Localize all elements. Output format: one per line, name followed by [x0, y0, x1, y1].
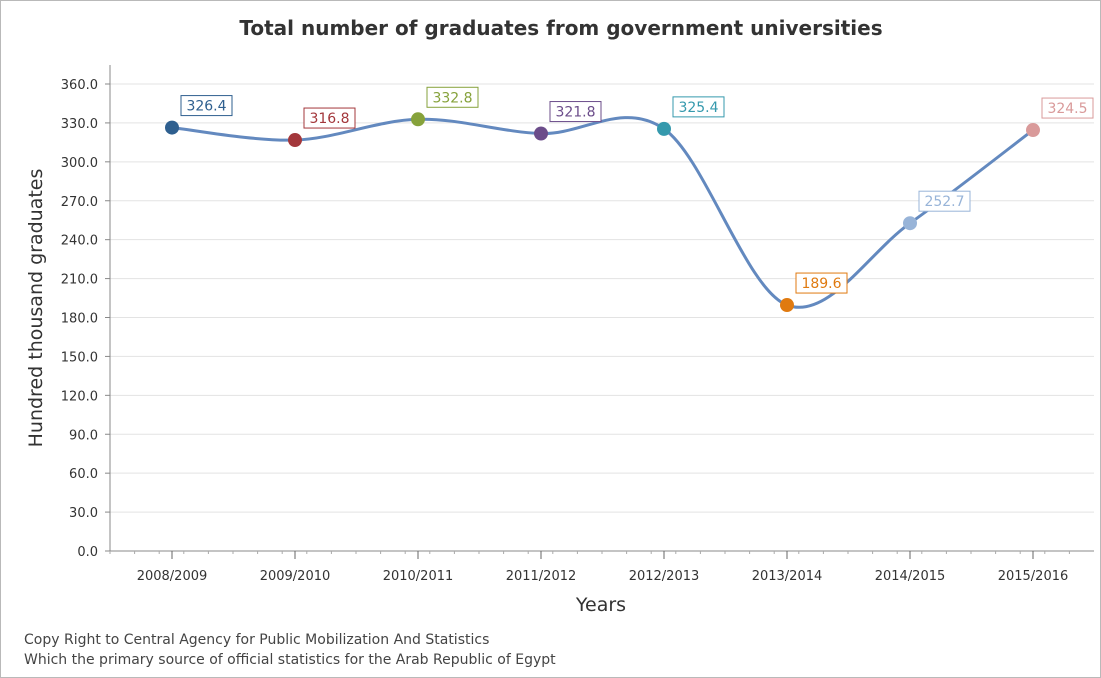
- data-point: [534, 126, 548, 141]
- x-tick-labels: 2008/2009 2009/2010 2010/2011 2011/2012 2012…: [137, 569, 1069, 584]
- data-label: 332.8: [432, 90, 472, 106]
- data-point: [657, 121, 671, 136]
- footer-source: Which the primary source of official sta…: [24, 652, 556, 668]
- data-label-box: [1041, 97, 1094, 119]
- grid-lines: [110, 83, 1094, 513]
- y-tick-labels: 0.0 30.0 60.0 90.0 120.0 150.0 180.0 210.0 240.0…: [61, 78, 98, 560]
- data-label-box: [795, 272, 848, 294]
- data-label: 321.8: [555, 105, 595, 121]
- data-label: 189.6: [801, 276, 841, 292]
- data-point: [411, 112, 425, 127]
- data-point: [903, 216, 917, 231]
- data-label-box: [918, 190, 971, 212]
- data-points: [165, 112, 1040, 313]
- y-tick-label: 270.0: [61, 195, 98, 210]
- x-axis-title: Years: [575, 594, 626, 616]
- y-tick-label: 0.0: [77, 545, 98, 560]
- x-tick-label: 2009/2010: [260, 569, 331, 584]
- footer-copyright: Copy Right to Central Agency for Public …: [24, 632, 490, 648]
- axes: [105, 65, 1094, 559]
- data-labels: 326.4 316.8 332.8 321.8 325.4 189.6 252.7 324.5: [180, 86, 1094, 294]
- data-point: [1026, 123, 1040, 138]
- y-tick-label: 120.0: [61, 389, 98, 404]
- x-tick-label: 2014/2015: [875, 569, 946, 584]
- data-label: 325.4: [678, 100, 718, 116]
- data-point: [780, 298, 794, 313]
- data-label: 326.4: [186, 99, 226, 115]
- x-tick-label: 2015/2016: [998, 569, 1069, 584]
- y-tick-label: 330.0: [61, 117, 98, 132]
- y-axis-title: Hundred thousand graduates: [25, 169, 47, 448]
- data-label: 324.5: [1047, 101, 1087, 117]
- y-tick-label: 300.0: [61, 156, 98, 171]
- y-tick-label: 150.0: [61, 350, 98, 365]
- y-tick-label: 180.0: [61, 312, 98, 327]
- y-tick-label: 210.0: [61, 273, 98, 288]
- chart-title: Total number of graduates from governmen…: [239, 16, 882, 40]
- x-tick-label: 2011/2012: [506, 569, 577, 584]
- x-tick-label: 2010/2011: [383, 569, 454, 584]
- data-label: 316.8: [309, 111, 349, 127]
- footer: Copy Right to Central Agency for Public …: [24, 630, 556, 670]
- y-tick-label: 240.0: [61, 234, 98, 249]
- x-tick-label: 2012/2013: [629, 569, 700, 584]
- data-label-box: [180, 95, 233, 117]
- data-label-box: [672, 96, 725, 118]
- y-tick-label: 30.0: [69, 506, 98, 521]
- y-tick-label: 60.0: [69, 467, 98, 482]
- x-tick-label: 2013/2014: [752, 569, 823, 584]
- data-point: [165, 120, 179, 135]
- series-line: [171, 116, 1034, 309]
- y-tick-label: 360.0: [61, 78, 98, 93]
- line-chart: Total number of graduates from governmen…: [25, 16, 1094, 616]
- y-tick-label: 90.0: [69, 428, 98, 443]
- data-label: 252.7: [924, 194, 964, 210]
- x-tick-label: 2008/2009: [137, 569, 208, 584]
- data-label-box: [549, 101, 602, 123]
- data-label-box: [426, 86, 479, 108]
- data-label-box: [303, 107, 356, 129]
- data-point: [288, 133, 302, 148]
